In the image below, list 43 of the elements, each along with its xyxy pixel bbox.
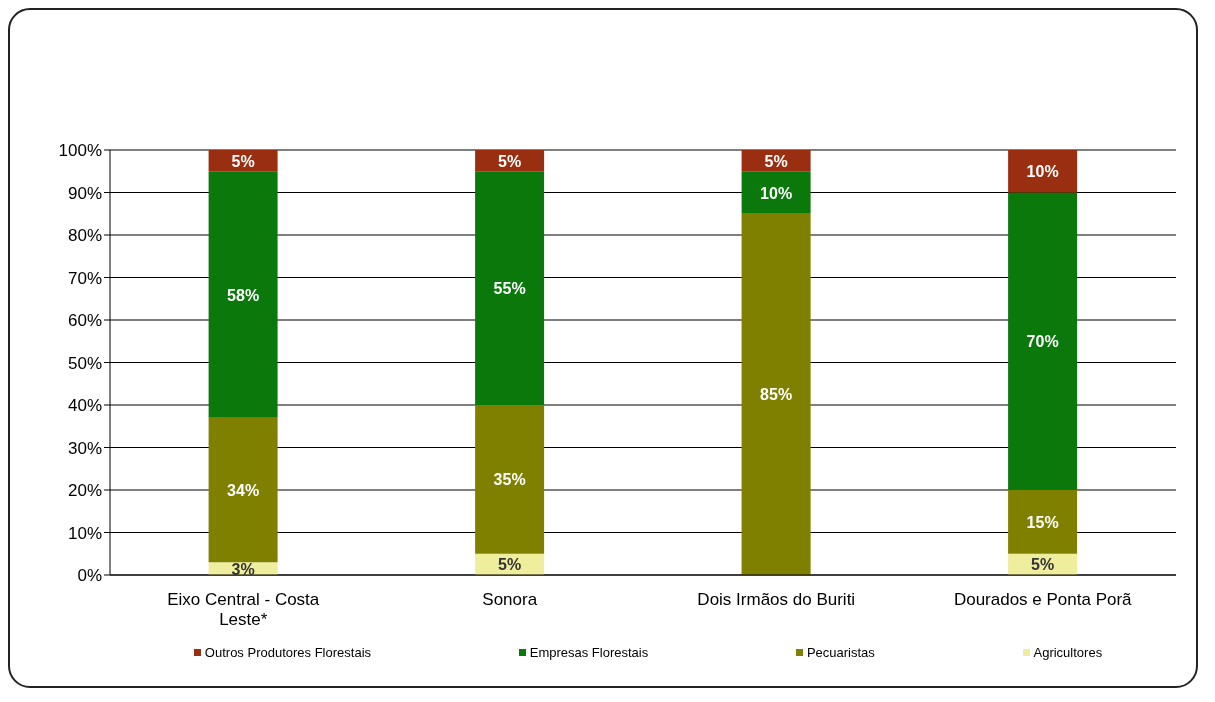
y-tick-label: 60%: [67, 311, 102, 331]
legend-label: Agricultores: [1032, 645, 1103, 660]
bar: [208, 417, 278, 563]
data-label: 58%: [227, 286, 260, 304]
bar: [1008, 490, 1078, 554]
y-tick-label: 10%: [67, 523, 102, 543]
y-tick-label: 30%: [67, 438, 102, 458]
bar: [741, 213, 811, 575]
x-tick-label: Eixo Central - Costa Leste*: [167, 590, 320, 629]
data-label: 70%: [1026, 333, 1059, 351]
data-label: 55%: [493, 280, 526, 298]
bar: [741, 171, 811, 214]
data-label: 3%: [231, 560, 255, 578]
bar: [475, 405, 545, 554]
bar: [208, 171, 278, 418]
data-label: 10%: [1026, 163, 1059, 181]
y-tick-label: 0%: [77, 566, 102, 586]
y-tick-label: 70%: [67, 268, 102, 288]
bar: [1008, 150, 1078, 193]
y-tick-label: 100%: [58, 141, 102, 161]
data-label: 15%: [1026, 513, 1059, 531]
data-label: 34%: [227, 482, 260, 499]
data-label: 5%: [1031, 556, 1055, 574]
legend-label: Outros Produtores Florestais: [203, 645, 372, 660]
y-tick-label: 40%: [67, 396, 102, 416]
x-tick-label: Dourados e Ponta Porã: [953, 590, 1133, 609]
legend-label: Pecuaristas: [805, 645, 875, 660]
y-tick-label: 20%: [67, 481, 102, 501]
bar: [475, 171, 545, 405]
data-label: 5%: [231, 152, 255, 170]
y-tick-label: 50%: [67, 353, 102, 373]
data-label: 10%: [760, 184, 793, 202]
legend-label: Empresas Florestais: [528, 645, 649, 660]
bar: [1008, 192, 1078, 490]
y-tick-label: 90%: [67, 183, 102, 203]
x-tick-label: Dois Irmãos do Buriti: [697, 590, 856, 609]
y-tick-label: 80%: [67, 226, 102, 246]
data-label: 35%: [493, 471, 526, 489]
data-label: 85%: [760, 386, 793, 404]
data-label: 5%: [498, 152, 522, 170]
data-label: 5%: [498, 556, 522, 574]
x-tick-label: Sonora: [482, 590, 538, 609]
data-label: 5%: [764, 152, 788, 170]
